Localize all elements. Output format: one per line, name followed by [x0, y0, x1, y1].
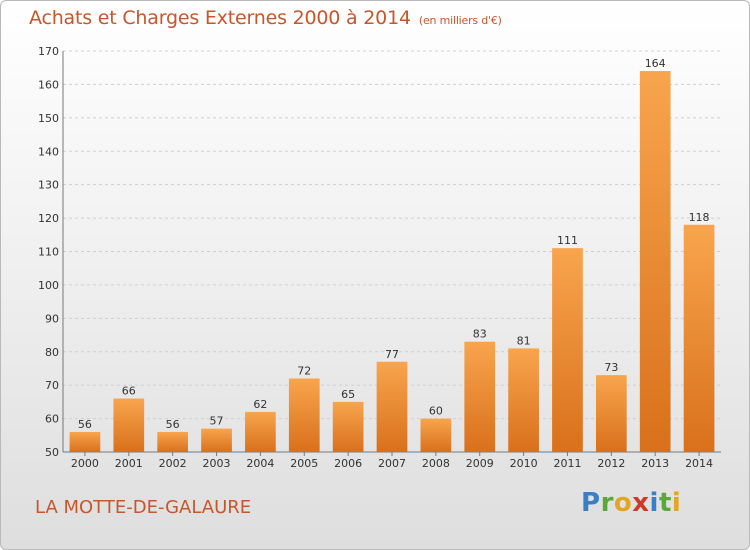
x-tick-label: 2011 — [553, 457, 581, 470]
data-label: 65 — [341, 388, 355, 401]
town-name: LA MOTTE-DE-GALAURE — [35, 497, 252, 518]
y-tick-label: 70 — [45, 379, 59, 392]
data-label: 83 — [473, 328, 487, 341]
y-tick-label: 150 — [38, 112, 59, 125]
data-label: 72 — [297, 364, 311, 377]
data-label: 73 — [604, 361, 618, 374]
y-tick-label: 160 — [38, 78, 59, 91]
data-label: 62 — [253, 398, 267, 411]
bar — [508, 348, 539, 452]
proxiti-logo: Proxiti — [581, 488, 681, 518]
logo-letter: P — [581, 488, 601, 518]
x-tick-label: 2002 — [159, 457, 187, 470]
bar — [683, 224, 715, 452]
x-tick-label: 2010 — [510, 457, 538, 470]
bar — [420, 418, 452, 452]
y-tick-label: 80 — [45, 346, 59, 359]
bar — [288, 378, 320, 452]
data-label: 81 — [517, 334, 531, 347]
bar — [332, 401, 364, 452]
bar — [595, 375, 627, 452]
bar — [245, 411, 276, 452]
x-tick-label: 2001 — [115, 457, 143, 470]
logo-letter: r — [600, 488, 614, 518]
x-tick-label: 2004 — [246, 457, 274, 470]
data-label: 66 — [122, 385, 136, 398]
data-label: 111 — [557, 234, 578, 247]
y-tick-label: 120 — [38, 212, 59, 225]
data-label: 56 — [78, 418, 92, 431]
y-tick-label: 140 — [38, 145, 59, 158]
y-tick-label: 130 — [38, 179, 59, 192]
data-label: 56 — [166, 418, 180, 431]
data-label: 60 — [429, 405, 443, 418]
x-tick-label: 2008 — [422, 457, 450, 470]
data-label: 77 — [385, 348, 399, 361]
logo-letter: i — [671, 488, 682, 518]
x-tick-label: 2006 — [334, 457, 362, 470]
chart-subtitle: (en milliers d'€) — [418, 14, 502, 27]
x-tick-label: 2007 — [378, 457, 406, 470]
x-tick-label: 2000 — [71, 457, 99, 470]
bar — [69, 431, 101, 452]
x-tick-label: 2013 — [641, 457, 669, 470]
logo-letter: i — [649, 488, 659, 518]
logo-letter: t — [658, 488, 672, 518]
x-tick-label: 2003 — [203, 457, 231, 470]
bar — [552, 248, 583, 452]
logo-letter: o — [613, 488, 633, 518]
y-tick-label: 110 — [38, 246, 59, 259]
x-tick-label: 2012 — [597, 457, 625, 470]
logo-letter: x — [632, 488, 650, 518]
x-tick-label: 2014 — [685, 457, 713, 470]
bar — [201, 428, 232, 452]
bar — [376, 361, 408, 452]
bar — [464, 341, 496, 452]
data-label: 118 — [689, 211, 710, 224]
data-label: 164 — [645, 57, 666, 70]
y-tick-label: 50 — [45, 446, 59, 459]
bar — [157, 431, 189, 452]
y-tick-label: 90 — [45, 312, 59, 325]
data-label: 57 — [210, 415, 224, 428]
chart-title-text: Achats et Charges Externes 2000 à 2014 — [29, 7, 411, 29]
bar — [639, 71, 671, 453]
y-tick-label: 60 — [45, 413, 59, 426]
y-tick-label: 100 — [38, 279, 59, 292]
x-tick-label: 2005 — [290, 457, 318, 470]
y-tick-label: 170 — [38, 45, 59, 58]
x-tick-label: 2009 — [466, 457, 494, 470]
chart-title: Achats et Charges Externes 2000 à 2014 (e… — [29, 7, 502, 29]
bar — [113, 398, 145, 452]
